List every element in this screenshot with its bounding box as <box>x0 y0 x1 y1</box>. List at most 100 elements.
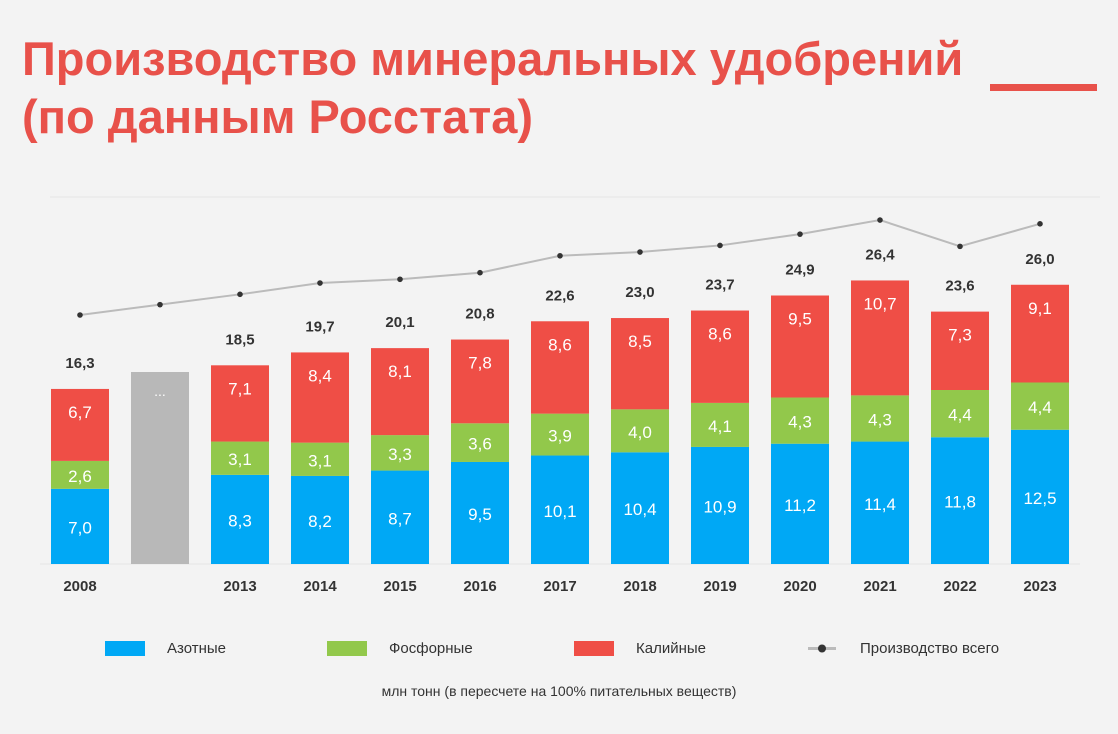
x-tick-label: 2016 <box>463 578 496 595</box>
bar-value-label: 11,4 <box>864 495 896 514</box>
unit-note: млн тонн (в пересчете на 100% питательны… <box>381 683 737 699</box>
bar-segment-phosphate <box>691 402 749 447</box>
bar-segment-nitrogen <box>771 443 829 564</box>
bar-segment-nitrogen <box>691 446 749 564</box>
total-line-point <box>477 269 483 276</box>
legend-item-total: Производство всего <box>808 640 999 657</box>
bar-value-label: 10,4 <box>623 500 656 519</box>
bar-value-label: 8,4 <box>308 366 332 385</box>
bar-segment-phosphate <box>451 423 509 462</box>
bar-value-label: 8,7 <box>388 509 412 528</box>
bar-value-label: 4,0 <box>628 423 652 442</box>
x-tick-label: 2013 <box>223 578 256 595</box>
bar-value-label: 3,6 <box>468 435 492 454</box>
bar-segment-nitrogen <box>451 461 509 564</box>
total-value-label: 26,0 <box>1025 251 1054 268</box>
bar-value-label: 9,1 <box>1028 299 1052 318</box>
total-line-point <box>397 276 403 283</box>
bar-segment-potash <box>611 318 669 410</box>
bar-segment-nitrogen <box>931 437 989 564</box>
bar-value-label: 11,2 <box>784 496 816 515</box>
total-line-point <box>797 231 803 237</box>
bar-value-label: 8,6 <box>708 325 732 344</box>
bar-segment-nitrogen <box>291 475 349 564</box>
total-value-label: 19,7 <box>305 318 334 335</box>
bar-segment-phosphate <box>931 390 989 438</box>
total-value-label: 23,7 <box>705 277 734 294</box>
bar-segment-phosphate <box>371 435 429 471</box>
total-value-label: 22,6 <box>545 287 574 304</box>
bar-value-label: 3,1 <box>308 451 332 470</box>
bar-segment-potash <box>451 339 509 424</box>
legend-item-phosphate: Фосфорные <box>327 640 473 657</box>
bar-segment-nitrogen <box>1011 429 1069 564</box>
title-accent-rule <box>990 84 1097 91</box>
bar-value-label: 2,6 <box>68 467 92 486</box>
bar-value-label: 10,7 <box>863 294 896 313</box>
bar-segment-phosphate <box>211 441 269 475</box>
x-tick-label: 2008 <box>63 578 96 595</box>
bar-value-label: 3,3 <box>388 445 412 464</box>
total-line-point <box>1037 221 1043 227</box>
bar-value-label: 4,3 <box>868 410 892 429</box>
legend-item-potash: Калийные <box>574 640 706 657</box>
title-line-2: (по данным Росстата) <box>22 90 534 143</box>
bar-segment-potash <box>771 295 829 398</box>
bar-value-label: 8,2 <box>308 512 332 531</box>
legend-line-marker-icon <box>808 644 836 653</box>
bar-value-label: 7,1 <box>228 379 252 398</box>
total-value-label: 23,0 <box>625 284 654 301</box>
bar-value-label: 4,4 <box>948 406 972 425</box>
x-tick-label: 2021 <box>863 578 896 595</box>
bar-value-label: 8,1 <box>388 362 412 381</box>
bar-value-label: 8,6 <box>548 335 572 354</box>
x-tick-label: 2023 <box>1023 578 1056 595</box>
total-value-label: 16,3 <box>65 355 94 372</box>
x-tick-label: 2022 <box>943 578 976 595</box>
total-line-point <box>557 252 563 259</box>
x-tick-label: 2017 <box>543 578 576 595</box>
gap-bar <box>131 372 189 564</box>
total-value-label: 20,1 <box>385 314 414 331</box>
total-line-point <box>877 217 883 223</box>
chart-title: Производство минеральных удобрений (по д… <box>22 30 963 146</box>
bar-value-label: 9,5 <box>468 505 492 524</box>
x-tick-label: 2020 <box>783 578 816 595</box>
legend-label: Азотные <box>167 640 227 657</box>
legend-swatch-potash <box>574 641 614 656</box>
bar-segment-potash <box>291 352 349 443</box>
bar-segment-phosphate <box>51 460 109 489</box>
bar-segment-nitrogen <box>851 441 909 564</box>
total-value-label: 18,5 <box>225 331 254 348</box>
bar-segment-nitrogen <box>211 474 269 564</box>
total-line-point <box>317 280 323 286</box>
bar-segment-phosphate <box>531 413 589 456</box>
legend-item-nitrogen: Азотные <box>105 640 226 657</box>
bar-value-label: 3,1 <box>228 450 252 469</box>
bar-segment-phosphate <box>611 409 669 453</box>
x-tick-label: 2015 <box>383 578 416 595</box>
bar-value-label: 8,3 <box>228 511 252 530</box>
gap-bar-label: ... <box>154 383 166 399</box>
bar-segment-nitrogen <box>531 455 589 564</box>
bar-segment-phosphate <box>291 442 349 476</box>
bar-value-label: 10,1 <box>543 502 576 521</box>
bar-value-label: 8,5 <box>628 332 652 351</box>
bar-value-label: 4,1 <box>708 417 732 436</box>
total-value-label: 23,6 <box>945 278 974 295</box>
bar-value-label: 4,4 <box>1028 398 1052 417</box>
bar-value-label: 6,7 <box>68 403 92 422</box>
bar-segment-nitrogen <box>611 452 669 564</box>
bar-segment-nitrogen <box>371 470 429 564</box>
bar-segment-potash <box>851 280 909 396</box>
total-line-point <box>717 242 723 249</box>
x-tick-label: 2019 <box>703 578 736 595</box>
bar-value-label: 10,9 <box>703 497 736 516</box>
legend-label: Калийные <box>636 640 706 657</box>
bar-value-label: 7,8 <box>468 354 492 373</box>
x-tick-label: 2018 <box>623 578 656 595</box>
stacked-bar-chart: 7,0 2,6 6,7 16,3 2008... 8,3 3,1 7,1 18,5 2013 8,2… <box>40 196 1100 595</box>
bar-value-label: 7,3 <box>948 326 972 345</box>
bar-segment-phosphate <box>851 395 909 442</box>
legend: Азотные Фосфорные Калийные Производство … <box>0 640 1118 662</box>
